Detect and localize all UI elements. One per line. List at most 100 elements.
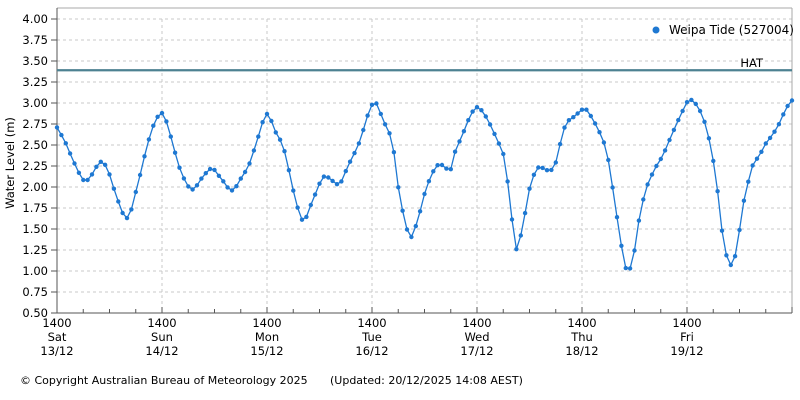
- data-point: [601, 140, 607, 145]
- y-tick-label: 3.00: [22, 96, 48, 110]
- data-point: [181, 176, 187, 181]
- data-point: [129, 207, 134, 212]
- copyright-text: © Copyright Australian Bureau of Meteoro…: [20, 374, 308, 387]
- data-point: [94, 164, 99, 169]
- data-point: [544, 168, 550, 173]
- data-point: [741, 198, 747, 203]
- data-point: [63, 141, 68, 146]
- data-point: [501, 151, 506, 157]
- data-point: [98, 159, 104, 164]
- x-tick-label-day: Thu: [570, 330, 593, 344]
- data-point: [124, 215, 130, 221]
- data-point: [575, 111, 580, 116]
- data-point: [776, 122, 782, 127]
- data-point: [750, 163, 755, 168]
- data-point: [763, 141, 768, 146]
- data-point: [767, 135, 773, 141]
- data-point: [111, 186, 117, 191]
- data-point: [697, 108, 703, 114]
- data-point: [155, 114, 160, 120]
- x-tick-label-day: Tue: [361, 330, 382, 344]
- data-point: [422, 191, 427, 197]
- data-point: [619, 243, 624, 248]
- data-point: [466, 118, 471, 123]
- data-point: [59, 132, 64, 138]
- data-point: [724, 253, 729, 258]
- data-point: [641, 197, 646, 202]
- data-point: [785, 103, 790, 109]
- data-point: [439, 162, 445, 168]
- y-tick-label: 0.75: [22, 285, 48, 299]
- data-point: [273, 130, 278, 135]
- data-point: [676, 117, 681, 123]
- data-point: [772, 129, 777, 134]
- x-tick-label-day: Wed: [464, 330, 489, 344]
- data-point: [509, 217, 515, 222]
- data-point: [597, 130, 602, 135]
- x-tick-label-date: 17/12: [460, 344, 493, 358]
- data-point: [413, 223, 418, 229]
- data-point: [732, 254, 738, 259]
- data-point: [247, 161, 252, 166]
- data-point: [566, 118, 572, 123]
- data-point: [312, 192, 318, 197]
- data-point: [186, 184, 191, 189]
- data-point: [614, 215, 620, 220]
- data-point: [461, 129, 467, 134]
- x-tick-label-time: 1400: [462, 316, 491, 330]
- y-tick-label: 1.75: [22, 201, 48, 215]
- data-point: [238, 176, 243, 181]
- data-point: [142, 154, 147, 159]
- data-point: [107, 172, 112, 177]
- data-point: [387, 131, 392, 136]
- data-point: [627, 266, 633, 271]
- data-point: [295, 205, 300, 210]
- data-point: [719, 228, 725, 233]
- data-point: [172, 150, 178, 155]
- x-tick-label-date: 15/12: [250, 344, 283, 358]
- data-point: [242, 169, 248, 175]
- data-point: [102, 162, 108, 167]
- data-point: [221, 179, 226, 184]
- data-point: [623, 265, 628, 271]
- data-point: [365, 113, 370, 118]
- data-point: [330, 178, 335, 184]
- data-point: [146, 137, 152, 142]
- data-point: [277, 137, 283, 142]
- data-point: [137, 172, 143, 178]
- hat-label: HAT: [740, 56, 764, 70]
- data-point: [321, 174, 327, 179]
- x-tick-label-day: Sat: [48, 330, 67, 344]
- data-point: [409, 234, 414, 240]
- data-point: [190, 187, 195, 192]
- data-point: [282, 149, 287, 154]
- data-point: [474, 105, 480, 110]
- data-point: [396, 185, 401, 190]
- data-point: [444, 166, 449, 171]
- data-point: [151, 123, 156, 128]
- data-point: [159, 110, 165, 116]
- data-point: [89, 172, 95, 177]
- data-point: [553, 160, 558, 165]
- data-point: [404, 227, 410, 232]
- data-point: [400, 208, 405, 213]
- data-point: [689, 97, 694, 103]
- data-point: [789, 98, 795, 103]
- data-point: [514, 247, 519, 252]
- x-tick-label-day: Sun: [151, 330, 173, 344]
- data-point: [693, 101, 698, 107]
- data-point: [746, 179, 751, 184]
- x-tick-label-time: 1400: [567, 316, 596, 330]
- data-point: [536, 165, 541, 170]
- data-point: [216, 173, 222, 178]
- data-point: [116, 199, 121, 204]
- data-point: [177, 165, 182, 170]
- y-tick-label: 0.50: [22, 306, 48, 320]
- data-point: [584, 107, 589, 112]
- data-point: [260, 120, 265, 125]
- data-point: [662, 148, 668, 153]
- data-point: [522, 210, 528, 216]
- x-tick-label-date: 13/12: [40, 344, 73, 358]
